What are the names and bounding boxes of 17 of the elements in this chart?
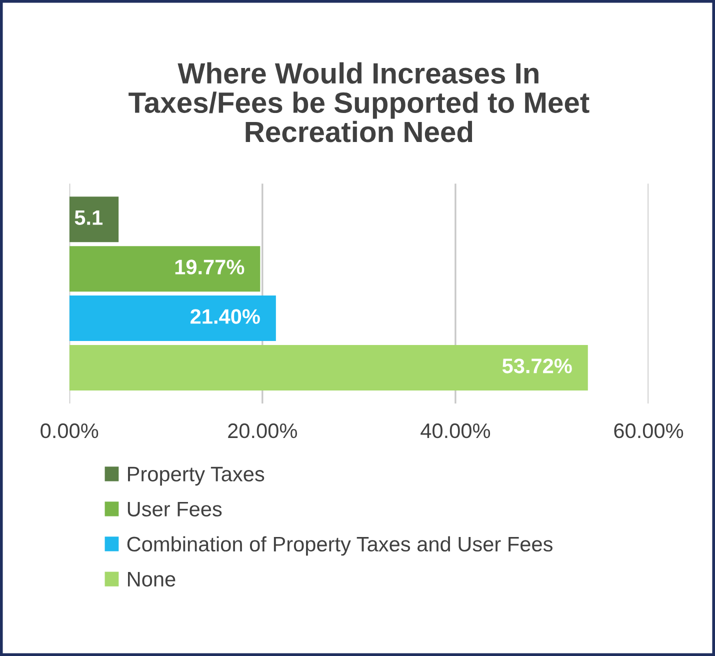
- legend-label: Property Taxes: [128, 466, 264, 486]
- x-tick-label: 40.00%: [420, 423, 490, 438]
- bar: [69, 196, 119, 242]
- bar: [69, 246, 260, 292]
- x-tick-label: 20.00%: [228, 423, 297, 438]
- x-tick-label: 0.00%: [40, 423, 98, 438]
- x-tick-label: 60.00%: [614, 423, 684, 438]
- chart-title: Where Would Increases In Taxes/Fees be Supported to Meet Recreation Need: [128, 62, 590, 142]
- data-label: 21.40%: [190, 309, 260, 324]
- legend-label: None: [128, 572, 176, 587]
- bar: [69, 296, 276, 342]
- data-label: 19.77%: [175, 260, 244, 274]
- data-label: 53.72%: [502, 358, 572, 374]
- legend-label: Combination of Property Taxes and User Fees: [127, 536, 552, 556]
- legend-label: User Fees: [128, 502, 222, 516]
- bar: [69, 344, 588, 390]
- data-label: 5.1: [74, 210, 103, 225]
